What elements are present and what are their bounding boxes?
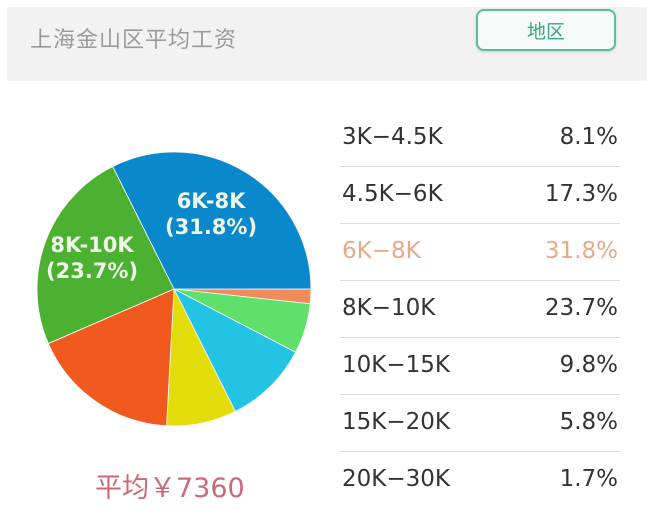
percent-value: 17.3% xyxy=(544,181,618,207)
table-row: 20K−30K 1.7% xyxy=(340,452,620,509)
pie-slice-10k-15k xyxy=(173,288,297,413)
range-label: 20K−30K xyxy=(342,466,450,492)
range-label: 3K−4.5K xyxy=(342,124,443,150)
table-row: 3K−4.5K 8.1% xyxy=(340,110,620,167)
table-row: 4.5K−6K 17.3% xyxy=(340,167,620,224)
pie-label-6k-8k: 6K-8K (31.8%) xyxy=(165,188,257,240)
percent-value: 23.7% xyxy=(544,295,618,321)
percent-value: 1.7% xyxy=(559,466,618,492)
pie-label-8k-10k: 8K-10K (23.7%) xyxy=(46,232,138,284)
salary-distribution-table: 3K−4.5K 8.1% 4.5K−6K 17.3% 6K−8K 31.8% 8… xyxy=(340,110,620,509)
range-label: 4.5K−6K xyxy=(342,181,443,207)
pie-label-range: 6K-8K xyxy=(176,189,246,213)
percent-value: 5.8% xyxy=(559,409,618,435)
region-button[interactable]: 地区 xyxy=(476,9,616,51)
range-label: 6K−8K xyxy=(342,238,421,264)
pie-slice-4.5k-6k xyxy=(47,288,175,427)
range-label: 8K−10K xyxy=(342,295,436,321)
pie-label-pct: (31.8%) xyxy=(165,215,258,239)
range-label: 15K−20K xyxy=(342,409,450,435)
page-title: 上海金山区平均工资 xyxy=(30,28,238,53)
pie-label-pct: (23.7%) xyxy=(46,259,139,283)
percent-value: 31.8% xyxy=(544,238,618,264)
table-row: 8K−10K 23.7% xyxy=(340,281,620,338)
table-row: 15K−20K 5.8% xyxy=(340,395,620,452)
range-label: 10K−15K xyxy=(342,352,450,378)
pie-label-range: 8K-10K xyxy=(50,233,134,257)
pie-slice-6k-8k xyxy=(112,151,312,290)
percent-value: 8.1% xyxy=(559,124,618,150)
pie-slice-8k-10k xyxy=(36,165,175,345)
average-salary: 平均￥7360 xyxy=(95,473,245,504)
percent-value: 9.8% xyxy=(559,352,618,378)
table-row-highlighted: 6K−8K 31.8% xyxy=(340,224,620,281)
header-bar xyxy=(7,7,517,81)
table-row: 10K−15K 9.8% xyxy=(340,338,620,395)
